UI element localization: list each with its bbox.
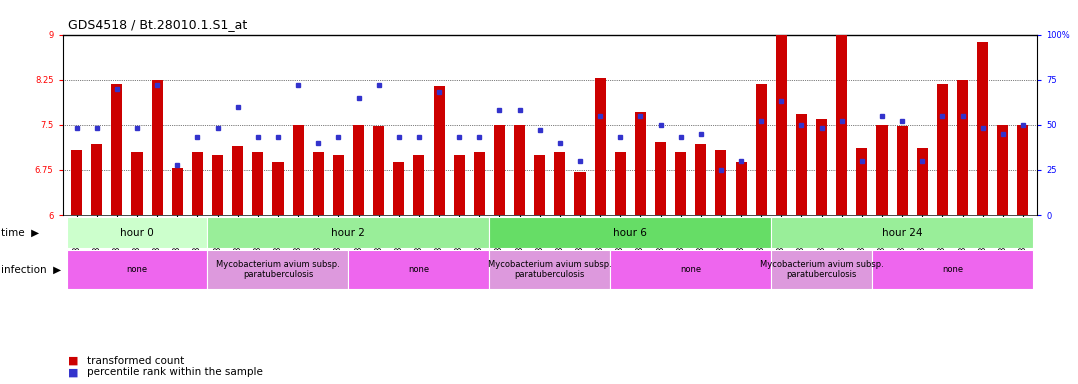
- Bar: [393, 162, 404, 215]
- Bar: [67, 217, 207, 248]
- Bar: [595, 78, 606, 215]
- Bar: [916, 148, 928, 215]
- Bar: [776, 33, 787, 215]
- Text: hour 24: hour 24: [882, 228, 923, 238]
- Bar: [373, 126, 384, 215]
- Text: Mycobacterium avium subsp.
paratuberculosis: Mycobacterium avium subsp. paratuberculo…: [760, 260, 884, 279]
- Bar: [716, 150, 727, 215]
- Bar: [454, 155, 465, 215]
- Text: Mycobacterium avium subsp.
paratuberculosis: Mycobacterium avium subsp. paratuberculo…: [216, 260, 340, 279]
- Bar: [348, 250, 489, 289]
- Bar: [554, 152, 565, 215]
- Text: GDS4518 / Bt.28010.1.S1_at: GDS4518 / Bt.28010.1.S1_at: [68, 18, 247, 31]
- Bar: [816, 119, 827, 215]
- Bar: [207, 250, 348, 289]
- Bar: [92, 144, 102, 215]
- Text: hour 0: hour 0: [120, 228, 154, 238]
- Bar: [171, 168, 183, 215]
- Bar: [413, 155, 425, 215]
- Text: ■: ■: [68, 356, 79, 366]
- Bar: [796, 114, 807, 215]
- Bar: [856, 148, 868, 215]
- Text: hour 6: hour 6: [613, 228, 647, 238]
- Bar: [67, 250, 207, 289]
- Bar: [997, 125, 1008, 215]
- Text: percentile rank within the sample: percentile rank within the sample: [87, 367, 263, 377]
- Bar: [192, 152, 203, 215]
- Text: hour 2: hour 2: [332, 228, 365, 238]
- Bar: [897, 126, 908, 215]
- Bar: [313, 152, 323, 215]
- Bar: [872, 250, 1033, 289]
- Bar: [353, 125, 364, 215]
- Bar: [771, 250, 872, 289]
- Bar: [937, 84, 948, 215]
- Text: none: none: [942, 265, 963, 274]
- Bar: [610, 250, 771, 289]
- Bar: [71, 150, 82, 215]
- Text: none: none: [409, 265, 429, 274]
- Bar: [695, 144, 706, 215]
- Bar: [837, 30, 847, 215]
- Bar: [756, 84, 766, 215]
- Bar: [957, 80, 968, 215]
- Bar: [614, 152, 626, 215]
- Bar: [735, 162, 747, 215]
- Bar: [273, 162, 284, 215]
- Bar: [489, 217, 771, 248]
- Bar: [535, 155, 545, 215]
- Text: Mycobacterium avium subsp.
paratuberculosis: Mycobacterium avium subsp. paratuberculo…: [488, 260, 611, 279]
- Bar: [207, 217, 489, 248]
- Bar: [655, 142, 666, 215]
- Bar: [494, 125, 505, 215]
- Bar: [232, 146, 244, 215]
- Bar: [132, 152, 142, 215]
- Bar: [635, 112, 646, 215]
- Text: none: none: [126, 265, 148, 274]
- Bar: [252, 152, 263, 215]
- Bar: [876, 125, 887, 215]
- Bar: [433, 86, 444, 215]
- Text: none: none: [680, 265, 702, 274]
- Bar: [489, 250, 610, 289]
- Bar: [575, 172, 585, 215]
- Bar: [675, 152, 687, 215]
- Bar: [1018, 125, 1028, 215]
- Bar: [152, 80, 163, 215]
- Bar: [111, 84, 123, 215]
- Bar: [473, 152, 485, 215]
- Bar: [292, 125, 304, 215]
- Bar: [212, 155, 223, 215]
- Text: time  ▶: time ▶: [1, 228, 39, 238]
- Bar: [977, 42, 989, 215]
- Text: ■: ■: [68, 367, 79, 377]
- Bar: [333, 155, 344, 215]
- Text: infection  ▶: infection ▶: [1, 265, 61, 275]
- Bar: [771, 217, 1033, 248]
- Bar: [514, 125, 525, 215]
- Text: transformed count: transformed count: [87, 356, 184, 366]
